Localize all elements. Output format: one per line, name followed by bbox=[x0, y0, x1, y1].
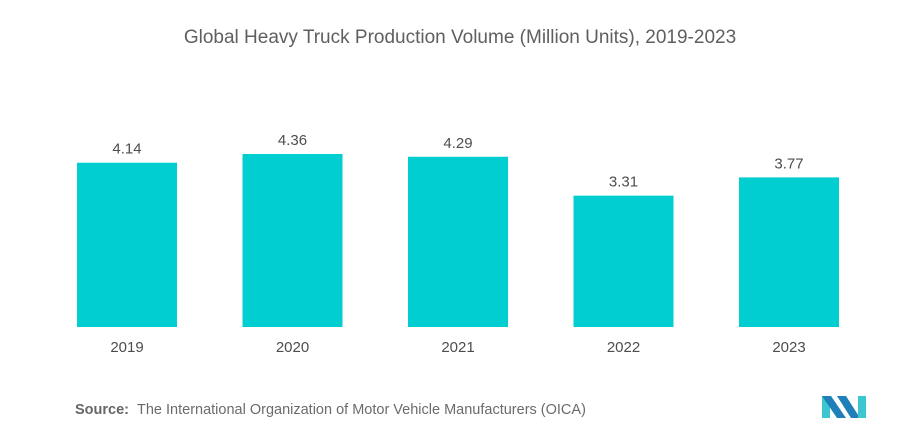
brand-logo-icon bbox=[822, 396, 866, 418]
value-label-2023: 3.77 bbox=[774, 155, 803, 172]
x-tick-label-2023: 2023 bbox=[772, 339, 805, 356]
chart-title: Global Heavy Truck Production Volume (Mi… bbox=[184, 27, 736, 48]
logo-mark-right bbox=[858, 396, 866, 418]
value-label-2019: 4.14 bbox=[112, 141, 141, 158]
x-tick-labels-group: 2019 2020 2021 2022 2023 bbox=[110, 339, 805, 356]
bar-2022 bbox=[573, 195, 674, 327]
source-note: Source: The International Organization of… bbox=[75, 402, 586, 418]
logo-mark-diagonal-2 bbox=[837, 396, 860, 418]
bar-2020 bbox=[242, 154, 343, 327]
source-label: Source: bbox=[75, 402, 129, 418]
value-label-2021: 4.29 bbox=[443, 135, 472, 152]
value-label-2020: 4.36 bbox=[278, 132, 307, 149]
x-tick-label-2021: 2021 bbox=[441, 339, 474, 356]
bar-2023 bbox=[739, 177, 839, 327]
x-tick-label-2022: 2022 bbox=[607, 339, 640, 356]
value-label-2022: 3.31 bbox=[609, 174, 638, 191]
bars-group bbox=[77, 154, 839, 327]
bar-2021 bbox=[408, 156, 508, 327]
bar-2019 bbox=[77, 162, 177, 327]
x-tick-label-2019: 2019 bbox=[110, 339, 143, 356]
source-text: The International Organization of Motor … bbox=[137, 402, 586, 418]
x-tick-label-2020: 2020 bbox=[276, 339, 309, 356]
value-labels-group: 4.14 4.36 4.29 3.31 3.77 bbox=[112, 132, 803, 191]
logo-mark-diagonal-1 bbox=[822, 396, 846, 418]
